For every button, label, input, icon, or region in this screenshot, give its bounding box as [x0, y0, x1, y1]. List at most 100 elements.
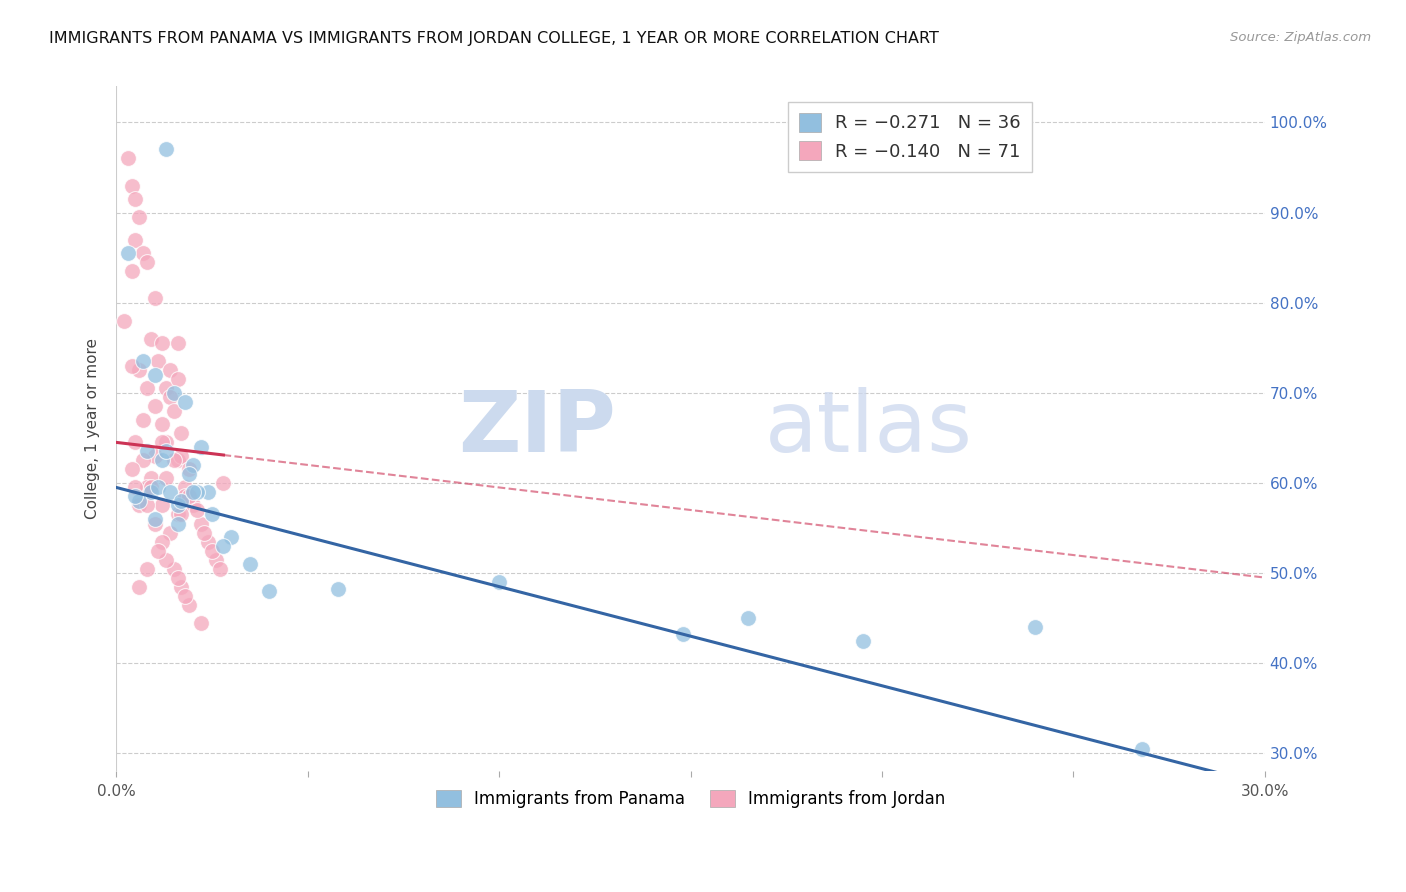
Point [150, 336, 173, 351]
Point [170, 449, 193, 463]
Point [159, 525, 181, 540]
Point [139, 485, 162, 500]
Point [219, 530, 242, 544]
Point [159, 485, 181, 500]
Point [139, 471, 162, 485]
Point [208, 561, 231, 575]
Point [121, 462, 143, 476]
Text: atlas: atlas [765, 387, 973, 470]
Point [132, 246, 155, 260]
Point [150, 534, 173, 549]
Point [132, 453, 155, 467]
Point [124, 192, 146, 206]
Point [143, 449, 166, 463]
Point [197, 534, 219, 549]
Point [190, 440, 212, 454]
Point [143, 516, 166, 531]
Point [201, 508, 224, 522]
Point [177, 462, 200, 476]
Point [170, 580, 193, 594]
Point [166, 336, 188, 351]
Point [150, 499, 173, 513]
Point [132, 413, 155, 427]
Point [190, 615, 212, 630]
Point [112, 314, 135, 328]
Point [124, 435, 146, 450]
Point [177, 467, 200, 481]
Point [117, 246, 139, 260]
Point [132, 354, 155, 368]
Point [128, 210, 150, 224]
Point [174, 394, 197, 409]
Point [155, 552, 177, 566]
Point [128, 580, 150, 594]
Point [135, 444, 157, 458]
Y-axis label: College, 1 year or more: College, 1 year or more [86, 338, 100, 519]
Point [166, 453, 188, 467]
Point [124, 480, 146, 494]
Point [135, 561, 157, 575]
Point [124, 233, 146, 247]
Point [166, 571, 188, 585]
Point [159, 363, 181, 377]
Point [163, 453, 186, 467]
Point [174, 490, 197, 504]
Point [163, 404, 186, 418]
Point [259, 584, 281, 599]
Point [328, 582, 350, 597]
Point [121, 359, 143, 373]
Point [204, 552, 226, 566]
Point [193, 525, 215, 540]
Point [121, 178, 143, 193]
Point [170, 426, 193, 441]
Point [488, 575, 510, 590]
Point [155, 435, 177, 450]
Point [212, 475, 235, 490]
Point [121, 264, 143, 278]
Point [143, 368, 166, 382]
Text: Source: ZipAtlas.com: Source: ZipAtlas.com [1230, 31, 1371, 45]
Point [166, 508, 188, 522]
Point [174, 480, 197, 494]
Point [128, 363, 150, 377]
Point [148, 354, 170, 368]
Point [1024, 620, 1046, 634]
Point [163, 561, 186, 575]
Point [159, 390, 181, 404]
Legend: Immigrants from Panama, Immigrants from Jordan: Immigrants from Panama, Immigrants from … [429, 783, 952, 814]
Point [139, 480, 162, 494]
Point [148, 480, 170, 494]
Point [135, 381, 157, 395]
Point [737, 611, 759, 625]
Point [143, 291, 166, 305]
Point [177, 598, 200, 612]
Point [166, 499, 188, 513]
Point [170, 508, 193, 522]
Point [155, 444, 177, 458]
Point [170, 494, 193, 508]
Point [148, 543, 170, 558]
Point [150, 417, 173, 432]
Point [239, 557, 262, 571]
Point [128, 499, 150, 513]
Point [135, 499, 157, 513]
Point [128, 494, 150, 508]
Point [181, 499, 204, 513]
Point [190, 516, 212, 531]
Point [177, 490, 200, 504]
Point [212, 539, 235, 553]
Point [672, 627, 695, 641]
Point [186, 503, 208, 517]
Point [197, 485, 219, 500]
Text: ZIP: ZIP [458, 387, 616, 470]
Point [201, 543, 224, 558]
Point [852, 633, 875, 648]
Point [166, 372, 188, 386]
Point [124, 490, 146, 504]
Point [143, 400, 166, 414]
Point [166, 516, 188, 531]
Point [155, 381, 177, 395]
Point [150, 435, 173, 450]
Point [186, 485, 208, 500]
Point [135, 255, 157, 269]
